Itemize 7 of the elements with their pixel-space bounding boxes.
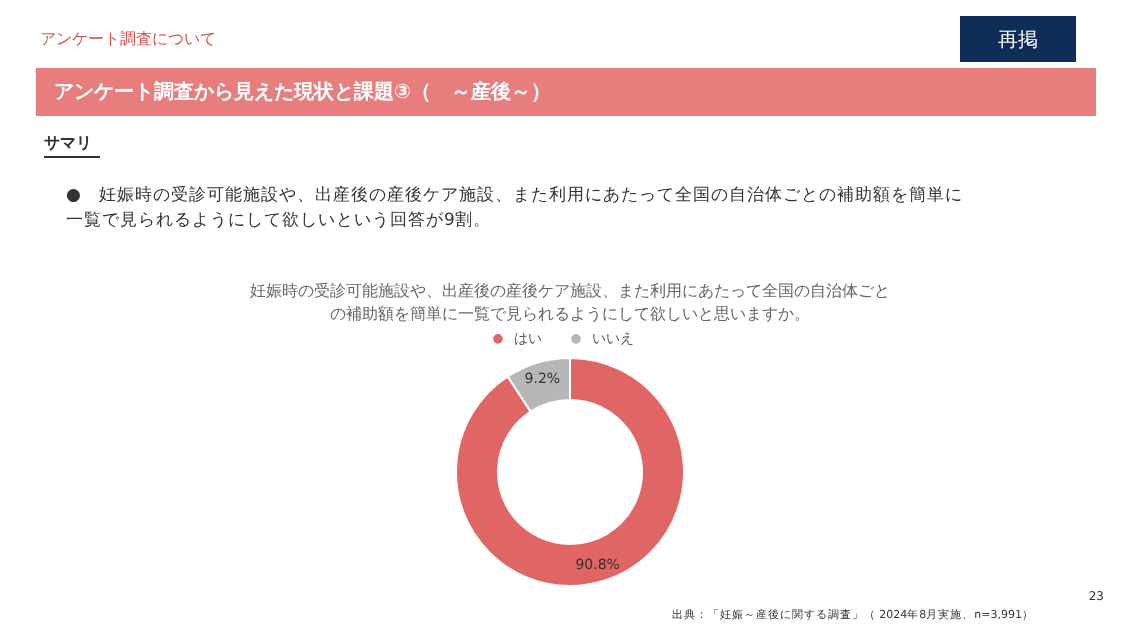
donut-slice — [455, 357, 685, 587]
chart-title: 妊娠時の受診可能施設や、出産後の産後ケア施設、また利用にあたって全国の自治体ごとの補助額を簡単に一覧で見られるようにして欲しいと思いますか。 — [250, 282, 890, 324]
text: サマリ — [44, 134, 92, 152]
text: ● 妊娠時の受診可能施設や、出産後の産後ケア施設、また利用にあたって全国の自治体ごとの補助額を簡単に一覧で見られるようにして欲しいという回答が9割。 — [66, 184, 963, 231]
text: 再掲 — [998, 28, 1038, 52]
text: アンケート調査について — [40, 30, 216, 48]
text: アンケート調査から見えた現状と課題③（ ～産後～） — [54, 80, 551, 104]
